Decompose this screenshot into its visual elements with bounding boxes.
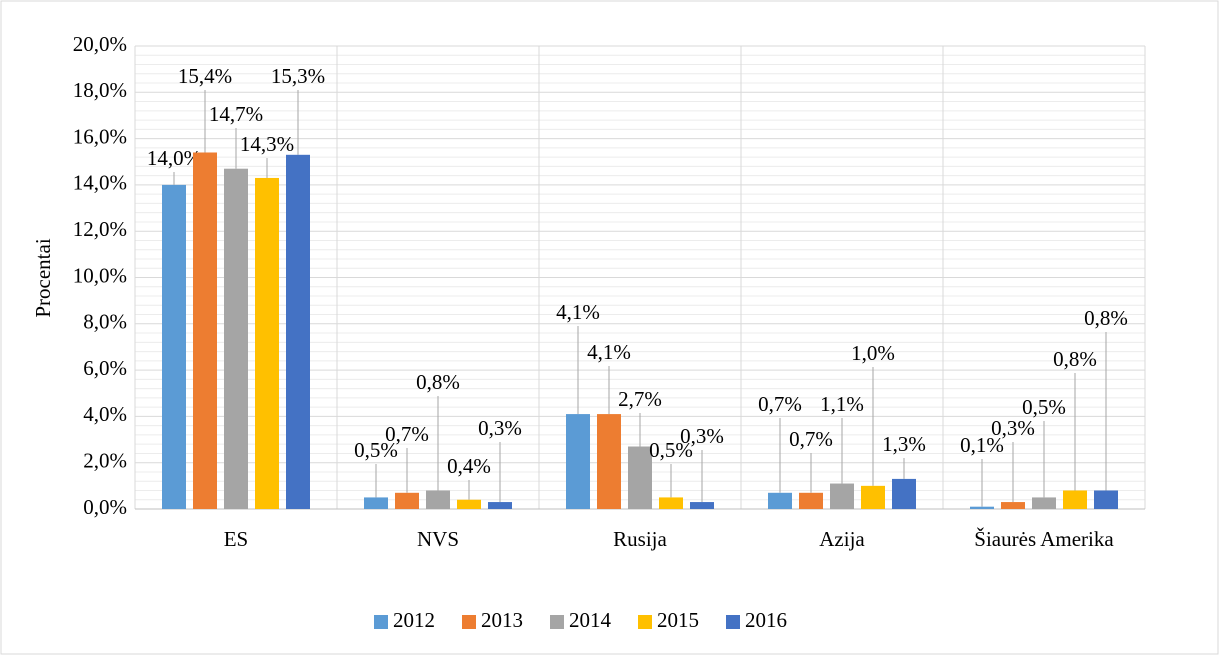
data-label: 2,7% (618, 387, 662, 411)
y-tick-label: 14,0% (73, 171, 127, 195)
legend-swatch (462, 615, 476, 629)
data-label: 0,8% (1084, 306, 1128, 330)
legend-swatch (374, 615, 388, 629)
bar (861, 485, 885, 509)
data-label: 0,1% (960, 433, 1004, 457)
data-label: 0,4% (447, 454, 491, 478)
bar (395, 492, 419, 509)
bar (488, 502, 512, 509)
data-label: 1,0% (851, 341, 895, 365)
bar (1001, 502, 1025, 509)
legend-label: 2013 (481, 608, 523, 632)
legend-label: 2012 (393, 608, 435, 632)
legend-label: 2016 (745, 608, 787, 632)
bar (255, 177, 279, 509)
bar (597, 414, 621, 509)
y-tick-label: 6,0% (83, 356, 127, 380)
bar (457, 499, 481, 509)
y-tick-label: 2,0% (83, 449, 127, 473)
y-tick-label: 10,0% (73, 263, 127, 287)
legend-label: 2015 (657, 608, 699, 632)
x-tick-label: NVS (417, 527, 459, 551)
bar (690, 502, 714, 509)
data-label: 0,7% (758, 392, 802, 416)
data-label: 0,5% (354, 438, 398, 462)
bar (364, 497, 388, 509)
bar (1032, 497, 1056, 509)
bar (1094, 490, 1118, 509)
x-tick-label: Azija (819, 527, 865, 551)
bar (892, 478, 916, 509)
legend-label: 2014 (569, 608, 612, 632)
x-tick-label: Šiaurės Amerika (974, 527, 1114, 551)
bar (566, 414, 590, 509)
bar (768, 492, 792, 509)
data-label: 0,7% (385, 422, 429, 446)
data-label: 15,3% (271, 64, 325, 88)
bar (162, 184, 186, 509)
bar (426, 490, 450, 509)
legend-swatch (550, 615, 564, 629)
y-tick-label: 8,0% (83, 310, 127, 334)
bar (224, 168, 248, 509)
bar (830, 483, 854, 509)
y-tick-label: 18,0% (73, 78, 127, 102)
data-label: 0,5% (1022, 395, 1066, 419)
y-tick-label: 20,0% (73, 32, 127, 56)
legend-swatch (638, 615, 652, 629)
x-tick-label: Rusija (613, 527, 667, 551)
data-label: 0,8% (416, 370, 460, 394)
data-label: 0,3% (991, 416, 1035, 440)
bar (628, 446, 652, 509)
y-tick-label: 4,0% (83, 402, 127, 426)
data-label: 4,1% (587, 340, 631, 364)
data-label: 0,8% (1053, 347, 1097, 371)
bar (659, 497, 683, 509)
bar (799, 492, 823, 509)
y-tick-label: 12,0% (73, 217, 127, 241)
data-label: 14,7% (209, 102, 263, 126)
y-axis-label: Procentai (31, 238, 55, 317)
x-tick-label: ES (224, 527, 249, 551)
bar (1063, 490, 1087, 509)
data-label: 4,1% (556, 300, 600, 324)
data-label: 1,1% (820, 392, 864, 416)
data-label: 15,4% (178, 64, 232, 88)
legend-swatch (726, 615, 740, 629)
bar (970, 506, 994, 509)
bar (193, 152, 217, 510)
data-label: 0,5% (649, 438, 693, 462)
y-tick-label: 16,0% (73, 124, 127, 148)
data-label: 0,3% (680, 424, 724, 448)
data-label: 0,7% (789, 427, 833, 451)
data-label: 0,3% (478, 416, 522, 440)
data-label: 14,3% (240, 132, 294, 156)
y-tick-label: 0,0% (83, 495, 127, 519)
bar (286, 154, 310, 509)
data-label: 1,3% (882, 432, 926, 456)
data-label: 14,0% (147, 146, 201, 170)
